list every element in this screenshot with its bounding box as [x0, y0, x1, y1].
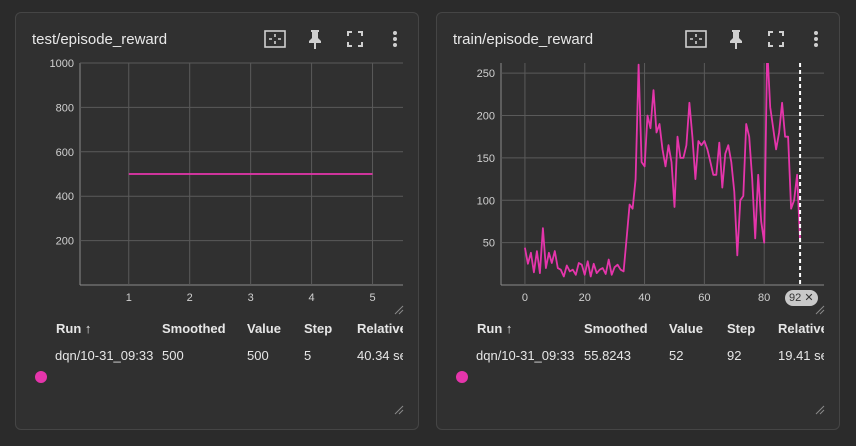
y-tick-label: 1000 [50, 58, 74, 70]
y-tick-label: 100 [477, 195, 495, 207]
pin-icon[interactable] [724, 27, 748, 51]
series-line [524, 63, 801, 278]
column-header-run[interactable]: Run ↑ [477, 321, 513, 336]
x-tick-label: 1 [126, 292, 132, 304]
chart-resize-handle[interactable] [394, 305, 404, 315]
fit-domain-icon[interactable] [263, 27, 287, 51]
x-tick-label: 2 [187, 292, 193, 304]
line-chart[interactable]: 200 400 600 800 1000 1 2 3 4 5 [16, 13, 419, 313]
column-header-smoothed[interactable]: Smoothed [162, 321, 226, 336]
x-tick-label: 20 [579, 292, 591, 304]
card-title: train/episode_reward [453, 31, 594, 48]
y-tick-label: 150 [477, 153, 495, 165]
chart-card-train-episode-reward: train/episode_reward 50 100 150 200 250 0 20 40… [436, 12, 840, 430]
more-vert-icon[interactable] [804, 27, 828, 51]
step-cell: 5 [304, 348, 312, 363]
step-cell: 92 [727, 348, 742, 363]
column-header-value[interactable]: Value [247, 321, 281, 336]
x-tick-label: 80 [758, 292, 770, 304]
run-table-clip: Run ↑ Smoothed Value Step Relative dqn/1… [16, 321, 403, 421]
column-header-relative[interactable]: Relative [357, 321, 403, 336]
value-cell: 52 [669, 348, 684, 363]
table-resize-handle[interactable] [815, 405, 825, 415]
chart-resize-handle[interactable] [815, 305, 825, 315]
run-color-dot [35, 371, 47, 383]
relative-cell: 40.34 sec [357, 348, 403, 363]
x-tick-label: 60 [698, 292, 710, 304]
card-title: test/episode_reward [32, 31, 168, 48]
y-tick-label: 800 [56, 102, 74, 114]
y-tick-label: 400 [56, 191, 74, 203]
relative-cell: 19.41 sec [778, 348, 824, 363]
more-vert-icon[interactable] [383, 27, 407, 51]
x-tick-label: 4 [309, 292, 315, 304]
close-icon[interactable]: ✕ [804, 292, 814, 304]
fullscreen-icon[interactable] [343, 27, 367, 51]
pin-icon[interactable] [303, 27, 327, 51]
line-chart[interactable]: 50 100 150 200 250 0 20 40 60 80 [437, 13, 840, 313]
column-header-step[interactable]: Step [727, 321, 756, 336]
column-header-value[interactable]: Value [669, 321, 703, 336]
fullscreen-icon[interactable] [764, 27, 788, 51]
column-header-smoothed[interactable]: Smoothed [584, 321, 648, 336]
run-name: dqn/10-31_09:33 [55, 348, 154, 363]
run-color-dot [456, 371, 468, 383]
column-header-run[interactable]: Run ↑ [56, 321, 92, 336]
chart-card-test-episode-reward: test/episode_reward 200 400 600 800 1000 1 2 3 4… [15, 12, 419, 430]
y-tick-label: 600 [56, 147, 74, 159]
x-tick-label: 0 [522, 292, 528, 304]
run-table-clip: Run ↑ Smoothed Value Step Relative dqn/1… [437, 321, 824, 421]
run-name: dqn/10-31_09:33 [476, 348, 575, 363]
x-tick-label: 5 [369, 292, 375, 304]
y-tick-label: 50 [483, 238, 495, 250]
column-header-step[interactable]: Step [304, 321, 333, 336]
column-header-relative[interactable]: Relative [778, 321, 824, 336]
fit-domain-icon[interactable] [684, 27, 708, 51]
value-cell: 500 [247, 348, 269, 363]
hover-step-badge[interactable]: 92 ✕ [785, 290, 818, 306]
y-tick-label: 200 [56, 236, 74, 248]
x-tick-label: 40 [638, 292, 650, 304]
y-tick-label: 200 [477, 111, 495, 123]
y-tick-label: 250 [477, 68, 495, 80]
x-tick-label: 3 [248, 292, 254, 304]
table-resize-handle[interactable] [394, 405, 404, 415]
hover-step-value: 92 [789, 292, 802, 304]
smoothed-value: 55.8243 [584, 348, 631, 363]
smoothed-value: 500 [162, 348, 184, 363]
